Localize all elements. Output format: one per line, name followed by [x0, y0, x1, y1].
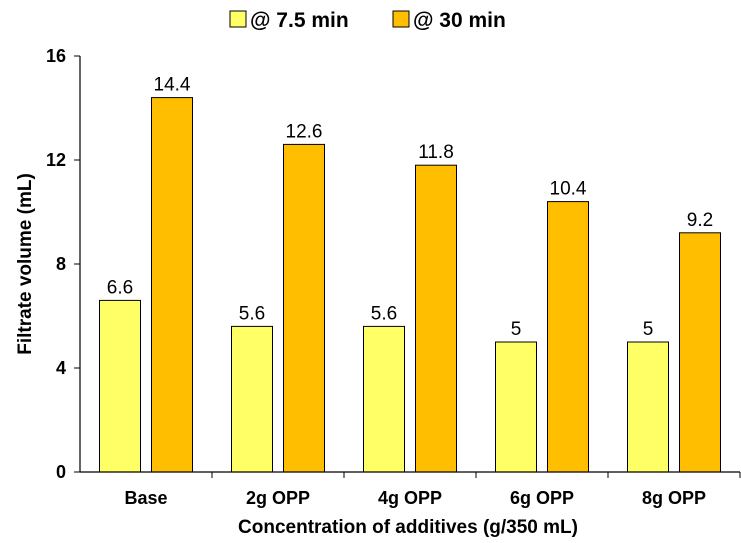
data-label-2-4: 10.4 [550, 179, 587, 200]
data-label-2-1: 14.4 [154, 75, 191, 96]
data-label-2-3: 11.8 [418, 142, 454, 163]
data-label-1-2: 5.6 [239, 303, 265, 324]
data-label-2-2: 12.6 [286, 121, 323, 142]
y-tick-label-1: 0 [56, 462, 66, 482]
bar-1-1 [99, 299, 141, 473]
x-tick-label-2: 2g OPP [246, 488, 310, 508]
legend: @ 7.5 min @ 30 min [229, 9, 506, 32]
bar-1-2 [231, 325, 273, 473]
bar-2-1 [151, 97, 193, 473]
y-tick-label-3: 8 [56, 254, 66, 274]
bar-1-3 [363, 325, 405, 473]
legend-swatch-series-1 [229, 10, 247, 28]
data-label-1-1: 6.6 [107, 277, 133, 298]
x-tick-label-1: Base [124, 488, 167, 508]
bar-2-3 [415, 164, 457, 473]
data-label-1-3: 5.6 [371, 303, 397, 324]
bar-2-2 [283, 143, 325, 473]
x-axis-title: Concentration of additives (g/350 mL) [238, 517, 578, 538]
y-tick-label-4: 12 [46, 150, 66, 170]
bar-1-5 [627, 341, 669, 473]
x-tick-label-3: 4g OPP [378, 488, 442, 508]
bar-1-4 [495, 341, 537, 473]
y-tick-label-2: 4 [56, 358, 66, 378]
bar-2-5 [679, 232, 721, 473]
y-axis-title: Filtrate volume (mL) [15, 173, 36, 355]
data-label-1-4: 5 [511, 319, 522, 340]
plot-area: 6.6 14.4 Base 5.6 12.6 2g OPP 5.6 11.8 4g OPP 5 10… [46, 46, 741, 508]
legend-swatch-series-2 [392, 10, 410, 28]
legend-label-series-2: @ 30 min [413, 9, 506, 32]
y-tick-label-5: 16 [46, 46, 66, 66]
data-label-1-5: 5 [643, 319, 654, 340]
legend-label-series-1: @ 7.5 min [250, 9, 349, 32]
bar-2-4 [547, 201, 589, 473]
data-label-2-5: 9.2 [687, 210, 713, 231]
x-tick-label-5: 8g OPP [642, 488, 706, 508]
x-tick-label-4: 6g OPP [510, 488, 574, 508]
